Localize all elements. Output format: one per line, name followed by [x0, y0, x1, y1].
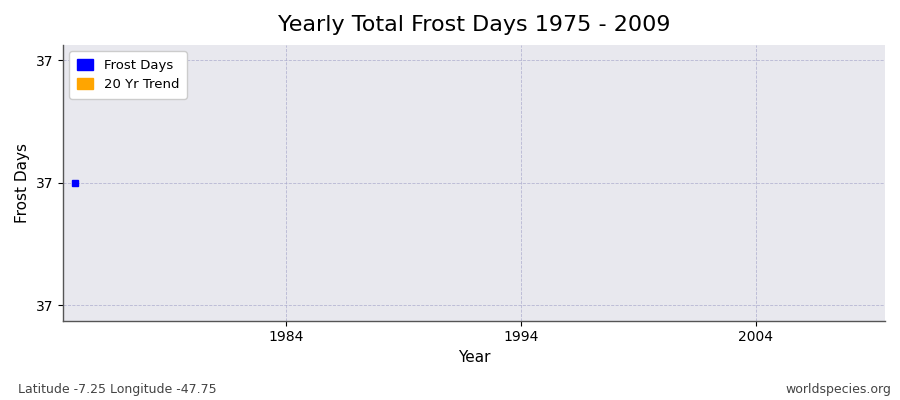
Y-axis label: Frost Days: Frost Days: [15, 143, 30, 223]
Text: worldspecies.org: worldspecies.org: [785, 383, 891, 396]
X-axis label: Year: Year: [457, 350, 490, 365]
Title: Yearly Total Frost Days 1975 - 2009: Yearly Total Frost Days 1975 - 2009: [277, 15, 670, 35]
Text: Latitude -7.25 Longitude -47.75: Latitude -7.25 Longitude -47.75: [18, 383, 217, 396]
Legend: Frost Days, 20 Yr Trend: Frost Days, 20 Yr Trend: [69, 52, 187, 99]
